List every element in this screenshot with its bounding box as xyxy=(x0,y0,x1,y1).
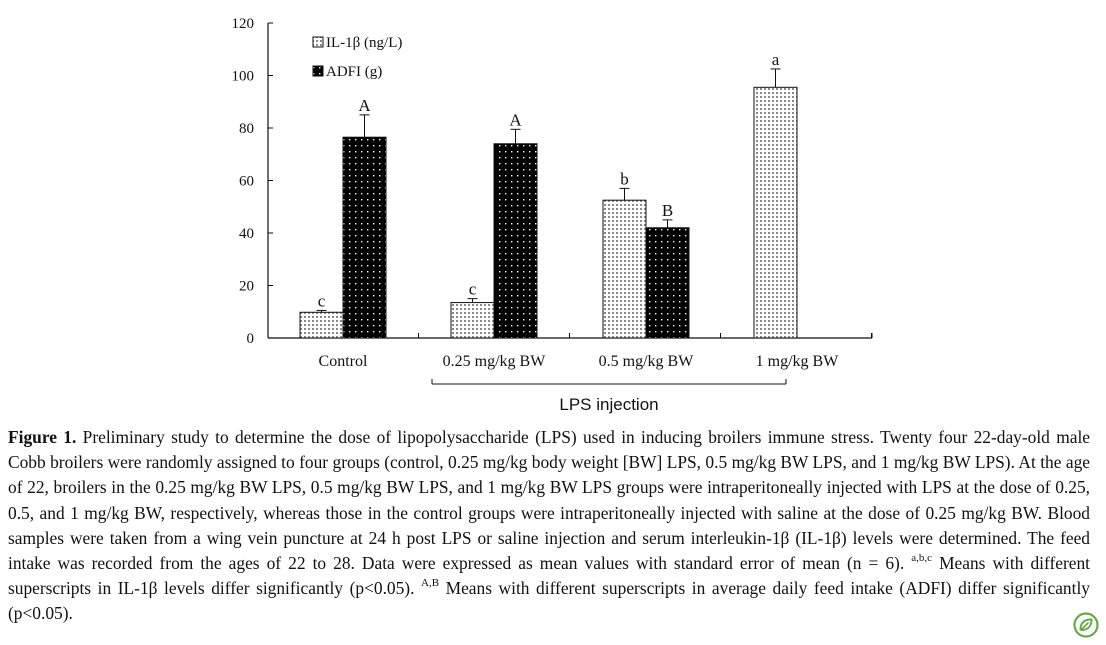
y-tick-label: 40 xyxy=(239,226,254,242)
bar-adfi xyxy=(342,136,387,339)
bar-il1b xyxy=(299,311,344,339)
significance-label: a xyxy=(772,50,780,69)
bar-adfi xyxy=(493,143,538,339)
x-category-label: 0.5 mg/kg BW xyxy=(599,353,695,370)
significance-label: A xyxy=(509,110,522,129)
y-tick-label: 20 xyxy=(239,279,254,295)
bar-chart: 0 20 40 60 80 100 120 Control 0.25 mg/kg BW 0.5 m… xyxy=(232,16,873,414)
legend-swatch xyxy=(312,65,324,77)
significance-label: c xyxy=(469,280,477,299)
y-tick-label: 100 xyxy=(232,69,255,85)
bar-il1b xyxy=(602,199,647,339)
significance-label: A xyxy=(358,96,371,115)
bar-adfi xyxy=(645,227,690,339)
x-category-label: 0.25 mg/kg BW xyxy=(443,353,547,370)
caption-sup-upper: A,B xyxy=(421,577,440,590)
y-tick-label: 80 xyxy=(239,121,254,137)
leaf-badge-icon xyxy=(1073,612,1099,638)
chart-axes: 0 20 40 60 80 100 120 Control 0.25 mg/kg BW 0.5 m… xyxy=(232,16,873,414)
bar-il1b xyxy=(450,302,495,339)
significance-label: b xyxy=(620,169,629,188)
group-label: LPS injection xyxy=(559,395,658,414)
caption-lead: Figure 1. xyxy=(8,427,77,447)
y-tick-label: 60 xyxy=(239,174,254,190)
caption-text-2: Means with different superscripts in IL-… xyxy=(8,553,1090,599)
caption-sup-lower: a,b,c xyxy=(911,552,933,565)
legend-label: ADFI (g) xyxy=(326,64,382,80)
figure-caption: Figure 1. Preliminary study to determine… xyxy=(8,425,1090,627)
significance-label: B xyxy=(662,201,673,220)
chart-legend: IL-1β (ng/L) ADFI (g) xyxy=(312,35,402,80)
y-tick-label: 0 xyxy=(247,331,255,347)
legend-label: IL-1β (ng/L) xyxy=(326,35,402,51)
caption-text-3: Means with different superscripts in ave… xyxy=(8,578,1090,624)
x-category-label: 1 mg/kg BW xyxy=(756,353,840,370)
bar-il1b xyxy=(753,86,798,339)
caption-text-1: Preliminary study to determine the dose … xyxy=(8,427,1090,574)
legend-swatch xyxy=(312,36,324,48)
significance-label: c xyxy=(318,291,326,310)
y-tick-label: 120 xyxy=(232,16,255,32)
x-category-label: Control xyxy=(319,353,368,370)
chart-bars: c c b a A A B xyxy=(299,50,798,339)
